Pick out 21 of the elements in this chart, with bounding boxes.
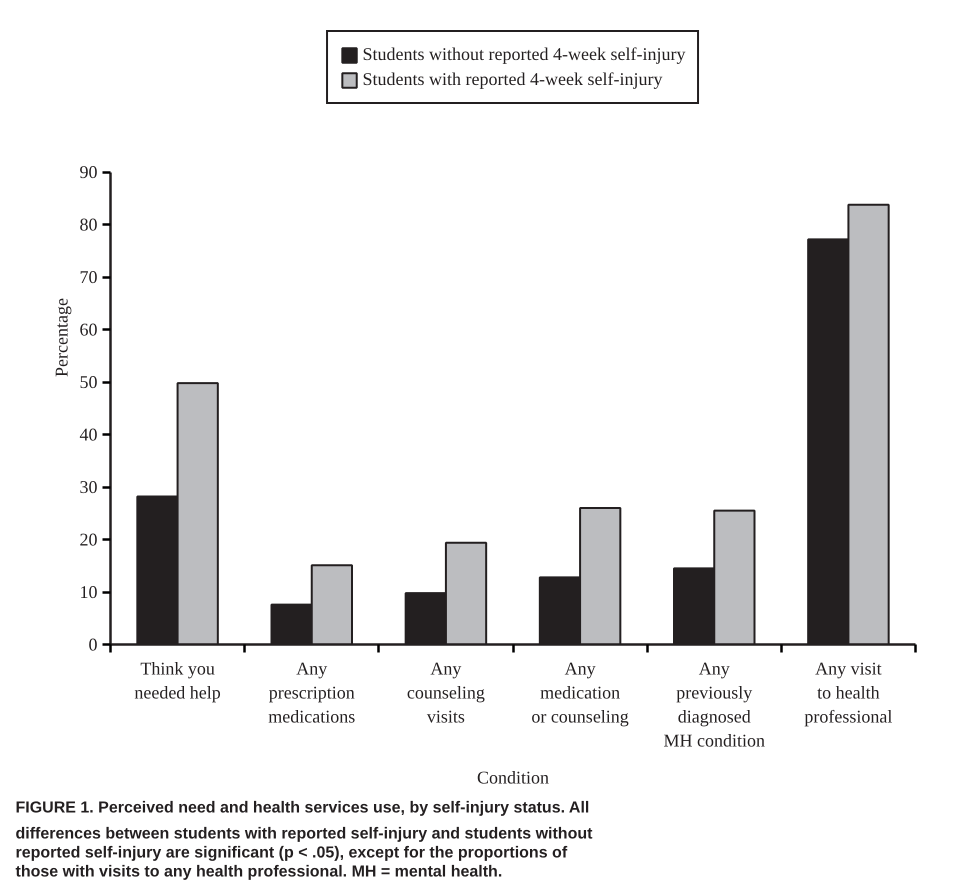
x-axis-title: Condition [476,768,550,788]
y-axis-title: Percentage [52,298,72,377]
x-tick-label: Any previously diagnosed MH condition [664,658,765,750]
y-tick-label: 50 [80,372,98,392]
y-tick-label: 90 [80,162,98,182]
caption: FIGURE 1. Perceived need and health services use, by self-injury status. All differences between students with reported self-injury and students without reported self-injury are significant (p < .05), except for the proportions of those with visits to any health professional. MH = mental health. [16,800,594,880]
legend-label: Students without reported 4-week self-injury [362,44,686,65]
y-tick-label: 70 [80,267,98,288]
x-tick-label: Any medication or counseling [531,658,629,726]
y-tick-label: 40 [80,424,98,445]
y-tick-label: 10 [80,582,98,602]
y-tick-label: 0 [88,634,98,654]
legend-label: Students with reported 4-week self-injury [362,69,662,90]
x-tick-label: Any counseling visits [406,658,485,726]
x-tick-label: Any prescription medications [268,658,356,726]
y-tick-label: 80 [80,214,98,235]
y-tick-label: 30 [80,477,98,498]
x-tick-label: Think you needed help [134,658,221,702]
y-tick-label: 20 [80,530,98,550]
x-tick-label: Any visit to health professional [804,658,892,726]
y-tick-label: 60 [80,320,98,340]
